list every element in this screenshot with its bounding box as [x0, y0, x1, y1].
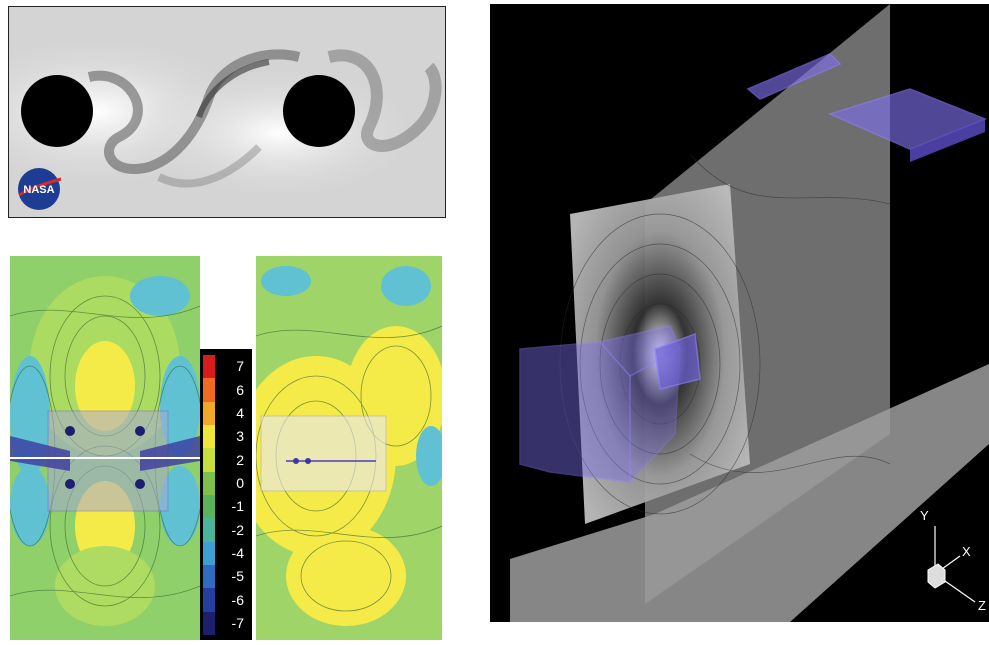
- colorbar-swatch: [203, 355, 215, 636]
- colorbar-swatch-segment: [203, 425, 215, 449]
- colorbar-tick-label: -2: [231, 521, 244, 538]
- colorbar-swatch-segment: [203, 355, 215, 379]
- colorbar-swatch-segment: [203, 471, 215, 496]
- purple-plate-top-left: [746, 53, 842, 100]
- cylinder-right: [283, 75, 355, 147]
- colorbar-legend: 7 6 4 3 2 0 -1 -2 -4 -5 -6 -7: [200, 349, 252, 640]
- colorbar-tick-label: 3: [236, 428, 244, 445]
- flow-visualization-image: NASA: [8, 6, 446, 218]
- axis-x-label: X: [962, 544, 971, 559]
- colorbar-tick-label: 2: [236, 451, 244, 468]
- purple-box-front: [519, 341, 631, 483]
- colorbar-tick-label: -1: [231, 498, 244, 515]
- colorbar-tick-label: 0: [236, 474, 244, 491]
- axis-z-label: Z: [978, 598, 986, 613]
- colorbar-swatch-segment: [203, 611, 215, 636]
- contour-plot-right: [236, 256, 446, 640]
- 3d-flow-scene: Y X Z: [490, 4, 989, 622]
- colorbar-swatch-segment: [203, 588, 215, 613]
- colorbar-swatch-segment: [203, 448, 215, 473]
- axis-y-label: Y: [920, 508, 929, 523]
- colorbar-swatch-segment: [203, 495, 215, 519]
- nasa-logo-text: NASA: [23, 184, 54, 196]
- colorbar-tick-label: 4: [236, 404, 244, 421]
- cylinder-left: [21, 75, 93, 147]
- colorbar-tick-label: -4: [231, 544, 244, 561]
- colorbar-tick-label: -7: [231, 614, 244, 631]
- colorbar-tick-label: -5: [231, 568, 244, 585]
- vortex-flow-svg: [9, 7, 445, 217]
- colorbar-swatch-segment: [203, 565, 215, 589]
- nasa-logo: NASA: [15, 165, 63, 213]
- axis-triad: [927, 526, 976, 603]
- colorbar-tick-label: -6: [231, 591, 244, 608]
- colorbar-swatch-segment: [203, 401, 215, 426]
- contour-plot-left: [4, 256, 206, 640]
- colorbar-swatch-segment: [203, 541, 215, 566]
- floor-plane: [510, 364, 989, 622]
- colorbar-tick-label: 6: [236, 381, 244, 398]
- colorbar-swatch-segment: [203, 378, 215, 403]
- colorbar-ticks: 7 6 4 3 2 0 -1 -2 -4 -5 -6 -7: [216, 355, 250, 635]
- colorbar-swatch-segment: [203, 518, 215, 543]
- purple-box-inner: [654, 332, 701, 390]
- colorbar-tick-label: 7: [236, 358, 244, 375]
